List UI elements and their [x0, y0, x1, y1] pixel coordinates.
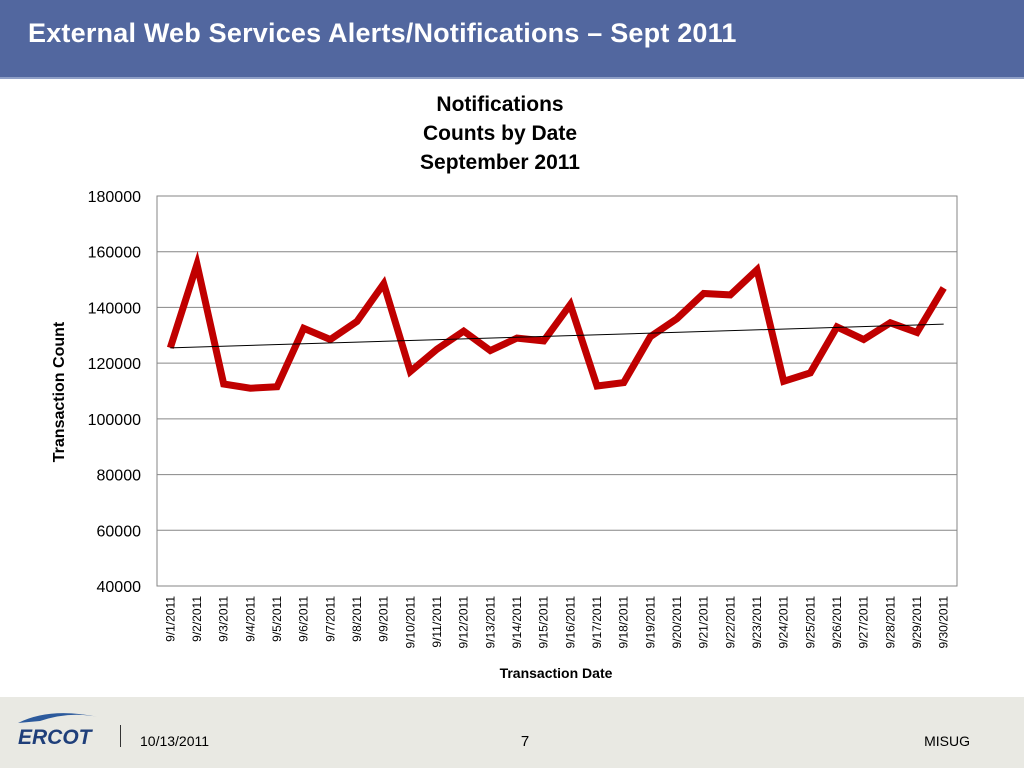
chart-title-line-3: September 2011	[420, 151, 580, 174]
x-tick-label: 9/17/2011	[590, 596, 604, 649]
x-tick-label: 9/28/2011	[883, 596, 897, 649]
series-line-notifications	[166, 250, 947, 392]
x-axis-label: Transaction Date	[500, 665, 613, 681]
grid-lines	[157, 195, 957, 587]
x-tick-label: 9/25/2011	[803, 596, 817, 649]
x-tick-label: 9/6/2011	[297, 596, 311, 642]
trendline	[170, 323, 944, 349]
x-tick-label: 9/14/2011	[510, 596, 524, 649]
x-tick-labels: 9/1/2011 9/2/2011 9/3/2011 9/4/2011 9/5/2011…	[163, 596, 950, 649]
y-tick-label: 80000	[97, 468, 142, 485]
y-tick-label: 40000	[97, 579, 142, 596]
x-tick-label: 9/23/2011	[750, 596, 764, 649]
line-chart: 40000 60000 80000 100000 120000 140000 160000 1…	[51, 189, 958, 681]
x-tick-label: 9/20/2011	[670, 596, 684, 649]
logo-swoosh	[18, 713, 98, 723]
chart-title-line-1: Notifications	[436, 93, 564, 116]
x-tick-label: 9/2/2011	[190, 596, 204, 642]
x-tick-label: 9/27/2011	[857, 596, 871, 649]
x-tick-label: 9/26/2011	[830, 596, 844, 649]
x-tick-label: 9/30/2011	[937, 596, 951, 649]
x-tick-label: 9/19/2011	[643, 596, 657, 649]
x-tick-label: 9/13/2011	[483, 596, 497, 649]
x-tick-label: 9/7/2011	[323, 596, 337, 642]
chart-title: Notifications Counts by Date September 2…	[350, 90, 650, 177]
x-tick-label: 9/3/2011	[217, 596, 231, 642]
x-tick-label: 9/9/2011	[377, 596, 391, 642]
y-tick-labels: 40000 60000 80000 100000 120000 140000 160000 1…	[88, 189, 141, 596]
y-tick-label: 100000	[88, 412, 141, 429]
footer-divider	[120, 725, 121, 747]
y-tick-label: 60000	[97, 523, 142, 540]
y-tick-label: 120000	[88, 356, 141, 373]
x-tick-label: 9/4/2011	[243, 596, 257, 642]
x-tick-label: 9/1/2011	[163, 596, 177, 642]
x-tick-label: 9/5/2011	[270, 596, 284, 642]
header-bar: External Web Services Alerts/Notificatio…	[0, 0, 1024, 79]
logo-wordmark: ERCOT	[18, 726, 94, 749]
x-tick-label: 9/15/2011	[537, 596, 551, 649]
x-tick-label: 9/11/2011	[430, 596, 444, 648]
x-tick-label: 9/10/2011	[403, 596, 417, 649]
x-tick-label: 9/29/2011	[910, 596, 924, 649]
chart-title-line-2: Counts by Date	[422, 122, 577, 145]
ercot-logo: ERCOT	[18, 713, 98, 749]
footer-bar	[0, 697, 1024, 768]
footer-date: 10/13/2011	[140, 733, 210, 749]
y-tick-label: 160000	[88, 245, 141, 262]
x-tick-label: 9/8/2011	[350, 596, 364, 642]
y-tick-label: 180000	[88, 189, 141, 206]
y-axis-label: Transaction Count	[51, 321, 68, 462]
y-tick-label: 140000	[88, 300, 141, 317]
x-tick-label: 9/16/2011	[563, 596, 577, 649]
slide-title: External Web Services Alerts/Notificatio…	[28, 18, 737, 48]
footer-org: MISUG	[924, 733, 970, 749]
x-tick-label: 9/18/2011	[617, 596, 631, 649]
x-tick-label: 9/21/2011	[697, 596, 711, 649]
x-tick-label: 9/22/2011	[723, 596, 737, 649]
plot-area-frame	[156, 195, 958, 587]
x-tick-label: 9/12/2011	[457, 596, 471, 649]
x-tick-label: 9/24/2011	[777, 596, 791, 649]
footer-page-number: 7	[520, 733, 530, 750]
